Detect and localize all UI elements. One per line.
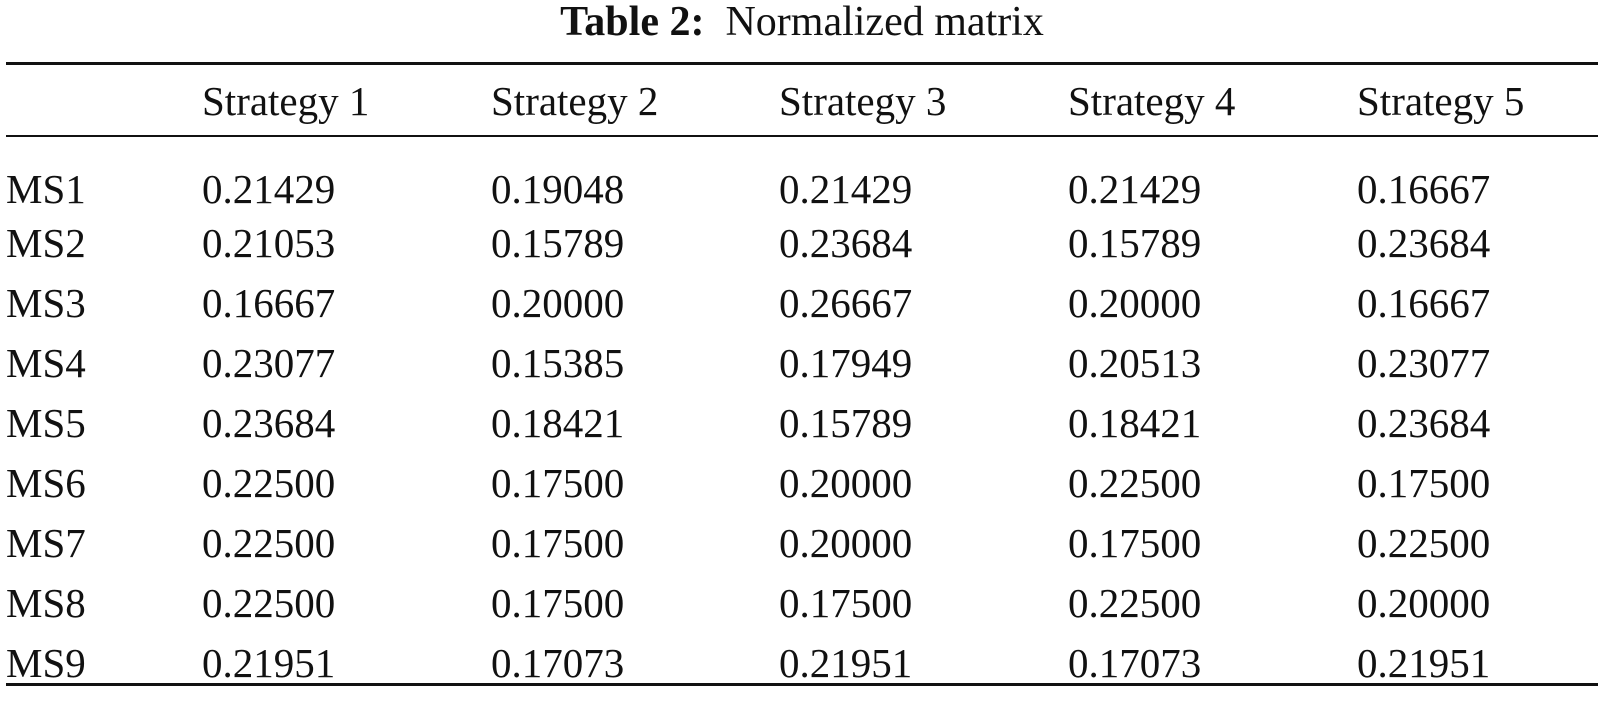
table-header-rule (6, 135, 1598, 137)
table-cell: 0.22500 (1068, 580, 1202, 626)
table-row: MS6 0.22500 0.17500 0.20000 0.22500 0.17… (6, 453, 1598, 513)
table-cell: 0.17949 (779, 340, 913, 386)
header-cell-strategy-2: Strategy 2 (491, 78, 659, 124)
table-row: MS9 0.21951 0.17073 0.21951 0.17073 0.21… (6, 633, 1598, 693)
table-cell: 0.26667 (779, 280, 913, 326)
header-cell-strategy-1: Strategy 1 (202, 78, 370, 124)
row-label: MS2 (6, 220, 86, 266)
table-cell: 0.21429 (202, 166, 336, 212)
table-row: MS8 0.22500 0.17500 0.17500 0.22500 0.20… (6, 573, 1598, 633)
table-cell: 0.21951 (779, 640, 913, 686)
table-cell: 0.15385 (491, 340, 625, 386)
table-caption: Table 2: Normalized matrix (0, 0, 1604, 56)
table-cell: 0.20000 (779, 460, 913, 506)
table-row: MS2 0.21053 0.15789 0.23684 0.15789 0.23… (6, 213, 1598, 273)
header-cell-corner (6, 65, 202, 137)
table-cell: 0.20000 (779, 520, 913, 566)
table-cell: 0.15789 (779, 400, 913, 446)
table-row: MS1 0.21429 0.19048 0.21429 0.21429 0.16… (6, 137, 1598, 213)
table-cell: 0.20000 (491, 280, 625, 326)
table-cell: 0.21429 (779, 166, 913, 212)
table-cell: 0.23684 (779, 220, 913, 266)
table-top-rule (6, 62, 1598, 65)
table-cell: 0.16667 (1357, 166, 1491, 212)
row-label: MS1 (6, 166, 86, 212)
header-row: Strategy 1 Strategy 2 Strategy 3 Strateg… (6, 65, 1598, 137)
table-cell: 0.16667 (202, 280, 336, 326)
table-row: MS5 0.23684 0.18421 0.15789 0.18421 0.23… (6, 393, 1598, 453)
row-label: MS3 (6, 280, 86, 326)
header-cell-strategy-4: Strategy 4 (1068, 78, 1236, 124)
row-label: MS7 (6, 520, 86, 566)
table-cell: 0.21053 (202, 220, 336, 266)
row-label: MS6 (6, 460, 86, 506)
header-cell-strategy-3: Strategy 3 (779, 78, 947, 124)
table-cell: 0.21951 (202, 640, 336, 686)
table-cell: 0.23077 (202, 340, 336, 386)
table-row: MS7 0.22500 0.17500 0.20000 0.17500 0.22… (6, 513, 1598, 573)
table-cell: 0.23077 (1357, 340, 1491, 386)
table-cell: 0.22500 (202, 520, 336, 566)
table-cell: 0.22500 (1068, 460, 1202, 506)
table-cell: 0.23684 (1357, 220, 1491, 266)
table-cell: 0.20000 (1357, 580, 1491, 626)
table-cell: 0.20513 (1068, 340, 1202, 386)
table-cell: 0.19048 (491, 166, 625, 212)
table-cell: 0.18421 (491, 400, 625, 446)
table-cell: 0.15789 (1068, 220, 1202, 266)
table-cell: 0.16667 (1357, 280, 1491, 326)
row-label: MS5 (6, 400, 86, 446)
table-cell: 0.22500 (1357, 520, 1491, 566)
table-cell: 0.17500 (1357, 460, 1491, 506)
table-cell: 0.17500 (491, 460, 625, 506)
row-label: MS4 (6, 340, 86, 386)
table-cell: 0.20000 (1068, 280, 1202, 326)
table-cell: 0.22500 (202, 580, 336, 626)
table-cell: 0.17500 (491, 580, 625, 626)
table-cell: 0.21951 (1357, 640, 1491, 686)
table-cell: 0.17073 (1068, 640, 1202, 686)
table-cell: 0.17500 (779, 580, 913, 626)
table-cell: 0.17500 (491, 520, 625, 566)
table-row: MS4 0.23077 0.15385 0.17949 0.20513 0.23… (6, 333, 1598, 393)
table-cell: 0.15789 (491, 220, 625, 266)
normalized-matrix-table: Strategy 1 Strategy 2 Strategy 3 Strateg… (6, 65, 1598, 693)
table-cell: 0.23684 (1357, 400, 1491, 446)
table-caption-label: Table 2: (560, 0, 705, 45)
table-cell: 0.22500 (202, 460, 336, 506)
row-label: MS9 (6, 640, 86, 686)
table-row: MS3 0.16667 0.20000 0.26667 0.20000 0.16… (6, 273, 1598, 333)
table-bottom-rule (6, 683, 1598, 686)
table-caption-text: Normalized matrix (725, 0, 1044, 45)
table-cell: 0.21429 (1068, 166, 1202, 212)
table-cell: 0.17073 (491, 640, 625, 686)
row-label: MS8 (6, 580, 86, 626)
table-cell: 0.18421 (1068, 400, 1202, 446)
table-cell: 0.23684 (202, 400, 336, 446)
header-cell-strategy-5: Strategy 5 (1357, 78, 1525, 124)
table-cell: 0.17500 (1068, 520, 1202, 566)
